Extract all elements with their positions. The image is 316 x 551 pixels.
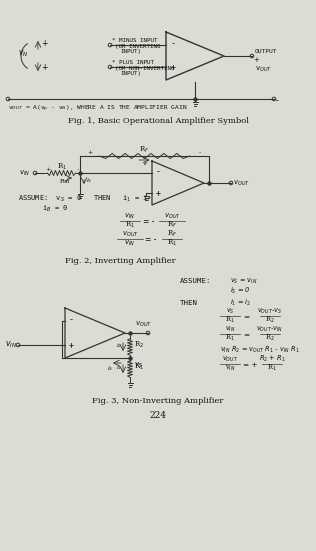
Text: v$_{OUT}$: v$_{OUT}$: [222, 355, 238, 364]
Text: i$_1$: i$_1$: [116, 363, 122, 372]
Text: R$_1$: R$_1$: [134, 362, 144, 372]
Text: i$_1$ = i$_2$: i$_1$ = i$_2$: [230, 298, 251, 308]
Text: R$_2$: R$_2$: [265, 333, 275, 343]
Text: -: -: [276, 96, 279, 105]
Text: v$_N$: v$_N$: [18, 48, 28, 60]
Text: Fig. 3, Non-Inverting Amplifier: Fig. 3, Non-Inverting Amplifier: [92, 397, 224, 405]
Text: =: =: [243, 332, 249, 338]
Text: +: +: [253, 57, 259, 63]
Text: v$_{OUT}$: v$_{OUT}$: [122, 230, 138, 239]
Text: v$_{IN}$: v$_{IN}$: [5, 340, 17, 350]
Text: -: -: [77, 167, 79, 172]
Text: +: +: [41, 63, 47, 73]
Text: v$_{IN}$: v$_{IN}$: [225, 364, 235, 373]
Text: v$_{OUT}$ = A(v$_p$ - v$_N$), WHERE A IS THE AMPLIFIER GAIN: v$_{OUT}$ = A(v$_p$ - v$_N$), WHERE A IS…: [8, 104, 187, 114]
Text: v$_S$: v$_S$: [226, 307, 234, 316]
Text: +: +: [45, 167, 50, 172]
Text: i$_B$ = 0: i$_B$ = 0: [42, 204, 68, 214]
Text: R$_S$: R$_S$: [58, 177, 68, 186]
Text: Fig. 1, Basic Operational Amplifier Symbol: Fig. 1, Basic Operational Amplifier Symb…: [68, 117, 248, 125]
Text: v$_{OUT}$-v$_S$: v$_{OUT}$-v$_S$: [257, 307, 283, 316]
Text: * PLUS INPUT: * PLUS INPUT: [112, 60, 154, 65]
Text: i$_2$: i$_2$: [116, 341, 122, 350]
Text: (OR INVERTING: (OR INVERTING: [115, 44, 161, 49]
Text: v$_{IN}$: v$_{IN}$: [125, 212, 136, 221]
Text: v$_{IN}$: v$_{IN}$: [225, 325, 235, 334]
Text: -: -: [199, 150, 201, 155]
Text: i$_S$: i$_S$: [86, 176, 92, 185]
Text: -: -: [69, 316, 74, 325]
Text: -: -: [156, 168, 161, 176]
Text: +: +: [171, 63, 176, 73]
Text: +: +: [156, 190, 161, 198]
Text: v$_S$ = v$_{IN}$: v$_S$ = v$_{IN}$: [230, 277, 258, 286]
Text: R$_1$: R$_1$: [167, 238, 177, 248]
Text: v$_S$: v$_S$: [134, 361, 143, 370]
Text: R$_2$: R$_2$: [265, 315, 275, 325]
Text: THEN: THEN: [180, 300, 198, 306]
Text: OUTPUT: OUTPUT: [255, 49, 277, 54]
Text: ASSUME:  v$_S$ = 0   THEN   i$_1$ = i$_F$: ASSUME: v$_S$ = 0 THEN i$_1$ = i$_F$: [18, 194, 152, 204]
Text: i$_S$: i$_S$: [107, 364, 113, 373]
Text: R$_1$: R$_1$: [225, 315, 235, 325]
Text: = -: = -: [143, 218, 155, 226]
Text: R$_F$: R$_F$: [167, 229, 177, 239]
Text: v$_{OUT}$: v$_{OUT}$: [163, 212, 180, 221]
Text: v$_{OUT}$: v$_{OUT}$: [233, 179, 250, 187]
Text: R$_1$: R$_1$: [57, 162, 66, 172]
Text: R$_1$: R$_1$: [125, 220, 135, 230]
Text: i$_F$: i$_F$: [143, 159, 150, 168]
Text: v$_{IN}$: v$_{IN}$: [125, 239, 136, 248]
Text: i$_1$: i$_1$: [65, 177, 71, 186]
Text: v$_{IN}$: v$_{IN}$: [19, 169, 30, 177]
Text: * MINUS INPUT: * MINUS INPUT: [112, 38, 157, 43]
Text: INPUT): INPUT): [120, 49, 141, 54]
Text: (OR NON-INVERTING: (OR NON-INVERTING: [115, 66, 174, 71]
Text: R$_1$: R$_1$: [225, 333, 235, 343]
Text: -: -: [171, 40, 176, 48]
Text: 224: 224: [149, 411, 167, 420]
Text: R$_F$: R$_F$: [167, 220, 177, 230]
Text: v$_{OUT}$: v$_{OUT}$: [255, 65, 272, 74]
Text: R$_2$ + R$_1$: R$_2$ + R$_1$: [258, 354, 285, 364]
Text: R$_F$: R$_F$: [139, 145, 149, 155]
Text: = +: = +: [243, 362, 258, 368]
Text: ASSUME:: ASSUME:: [180, 278, 211, 284]
Text: +: +: [69, 342, 74, 350]
Text: Fig. 2, Inverting Amplifier: Fig. 2, Inverting Amplifier: [65, 257, 175, 265]
Text: v$_{IN}$ R$_2$ = v$_{OUT}$ R$_1$ - v$_{IN}$ R$_1$: v$_{IN}$ R$_2$ = v$_{OUT}$ R$_1$ - v$_{I…: [220, 345, 300, 355]
Text: +: +: [41, 40, 47, 48]
Text: = -: = -: [145, 235, 156, 245]
Text: +: +: [87, 150, 92, 155]
Text: INPUT): INPUT): [120, 71, 141, 76]
Text: R$_1$: R$_1$: [267, 363, 277, 373]
Text: R$_2$: R$_2$: [134, 340, 144, 350]
Text: =: =: [243, 314, 249, 320]
Text: i$_S$ = 0: i$_S$ = 0: [230, 286, 251, 296]
Text: v$_{OUT}$-v$_{IN}$: v$_{OUT}$-v$_{IN}$: [256, 325, 283, 334]
Text: v$_{OUT}$: v$_{OUT}$: [135, 320, 152, 329]
